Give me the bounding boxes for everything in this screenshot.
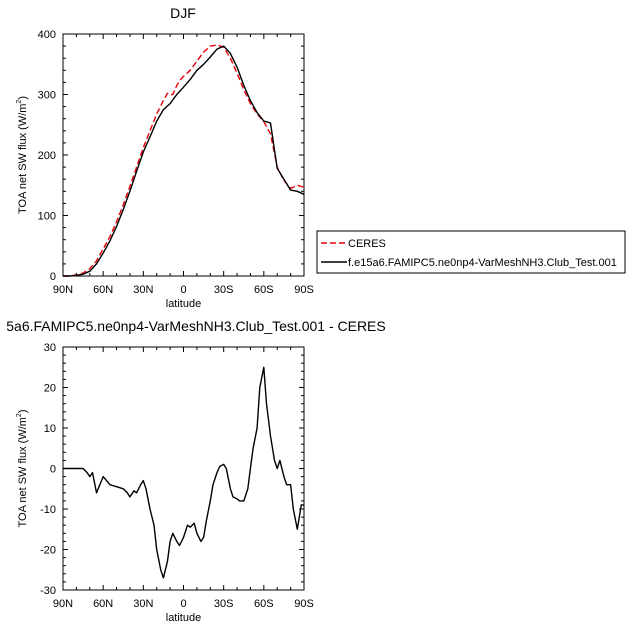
x-tick-label: 90S [294,284,314,296]
x-tick-label: 0 [180,598,186,610]
panel-2: 5a6.FAMIPC5.ne0np4-VarMeshNH3.Club_Test.… [6,318,385,624]
x-tick-label: 30S [214,284,234,296]
y-tick-label: 10 [44,423,56,435]
y-tick-label: 300 [38,90,56,102]
x-tick-label: 90N [53,284,73,296]
x-tick-label: 60N [93,598,113,610]
legend: CERES f.e15a6.FAMIPC5.ne0np4-VarMeshNH3.C… [316,230,626,274]
y-tick-label: 200 [38,150,56,162]
y-tick-label: -30 [40,585,56,597]
legend-label-2: f.e15a6.FAMIPC5.ne0np4-VarMeshNH3.Club_T… [348,257,617,269]
x-tick-label: 90N [53,598,73,610]
x-axis-label: latitude [166,612,201,624]
chart-title: DJF [170,5,196,21]
chart-title: 5a6.FAMIPC5.ne0np4-VarMeshNH3.Club_Test.… [6,318,385,334]
y-tick-label: -20 [40,545,56,557]
y-tick-label: 400 [38,29,56,41]
y-tick-label: 30 [44,342,56,354]
x-tick-label: 30N [133,598,153,610]
y-tick-label: 100 [38,211,56,223]
x-tick-label: 60S [254,284,274,296]
x-tick-label: 30N [133,284,153,296]
x-tick-label: 60N [93,284,113,296]
x-tick-label: 90S [294,598,314,610]
series-line-2 [63,45,305,277]
series-line-1 [63,366,304,579]
y-tick-label: 20 [44,383,56,395]
legend-label-1: CERES [348,238,386,250]
y-tick-label: -10 [40,504,56,516]
x-axis-label: latitude [166,298,201,310]
x-tick-label: 0 [180,284,186,296]
panel-1: DJF 90N 60N 30N 0 30S 60S 90S 0 100 200 300 400 latit… [16,5,626,310]
x-tick-label: 60S [254,598,274,610]
x-tick-label: 30S [214,598,234,610]
legend-box [316,230,626,274]
plot-frame [62,33,305,277]
y-axis-label: TOA net SW flux (W/m2) [16,409,29,527]
series-line-1 [63,44,305,277]
y-axis-label: TOA net SW flux (W/m2) [16,96,29,214]
y-tick-label: 0 [50,271,56,283]
y-tick-label: 0 [50,464,56,476]
plot-frame [62,346,305,591]
